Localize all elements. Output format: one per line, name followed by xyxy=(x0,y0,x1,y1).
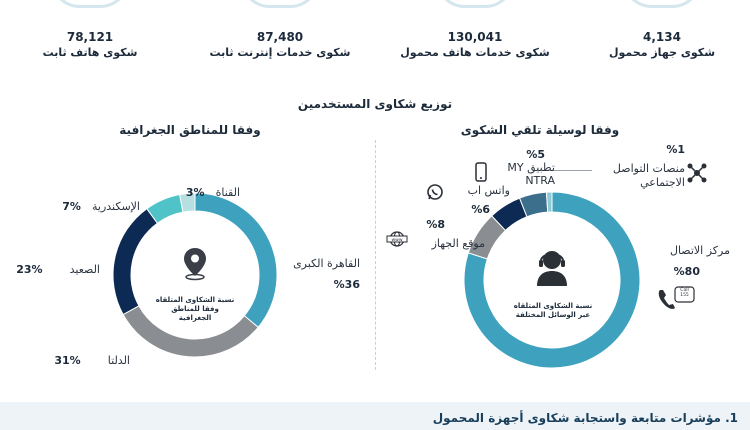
stat-label: شكوى جهاز محمول xyxy=(608,46,716,59)
stat-label: شكوى خدمات هاتف محمول xyxy=(400,46,550,59)
geo-label-delta: الدلتا %31 xyxy=(54,354,130,367)
stat-value: 87,480 xyxy=(256,30,304,44)
channel-slice-4 xyxy=(545,191,553,213)
geo-center-text: نسبة الشكاوى المتلقاه وفقا للمناطق الجغر… xyxy=(155,296,235,322)
phone-call-icon xyxy=(658,286,695,309)
geo-slice-4 xyxy=(179,192,196,213)
geo-slice-2 xyxy=(112,207,159,316)
channel-label-whatsapp: واتس اب %6 xyxy=(467,184,510,216)
social-connector xyxy=(552,170,592,171)
stat-label: شكوى خدمات إنترنت ثابت xyxy=(209,46,351,59)
stat-value: 4,134 xyxy=(643,30,681,44)
channel-donut-chart xyxy=(463,191,641,369)
panel-divider xyxy=(375,140,376,370)
geo-donut-chart xyxy=(112,192,278,358)
call-center-agent-icon xyxy=(537,251,567,286)
left-panel-title: وفقا للمناطق الجغرافية xyxy=(119,123,261,137)
stat-circle xyxy=(240,0,320,8)
whatsapp-icon xyxy=(427,184,443,200)
stat-circle xyxy=(622,0,702,8)
right-panel-title: وفقا لوسيلة تلقي الشكوى xyxy=(460,123,620,137)
footer-title: 1. مؤشرات متابعة واستجابة شكاوى أجهزة ال… xyxy=(432,411,738,425)
website-icon: www xyxy=(386,231,408,247)
location-pin-icon xyxy=(184,248,206,281)
geo-label-alexandria: الإسكندرية %7 xyxy=(62,200,140,213)
channel-label-social: %1 منصات التواصل الاجتماعي xyxy=(612,143,685,189)
footer-band: 1. مؤشرات متابعة واستجابة شكاوى أجهزة ال… xyxy=(0,402,750,430)
call-155-badge: Call 155 xyxy=(680,288,689,298)
channel-label-myntra: %5 تطبيق MY NTRA xyxy=(507,148,555,187)
svg-text:www: www xyxy=(391,238,402,243)
channel-label-callcenter: مركز الاتصال %80 xyxy=(669,244,730,278)
stat-label: شكوى هاتف ثابت xyxy=(42,46,138,59)
stat-value: 78,121 xyxy=(66,30,114,44)
geo-label-cairo: القاهرة الكبرى %36 xyxy=(293,257,360,291)
geo-label-upper-egypt: الصعيد %23 xyxy=(16,263,100,276)
mobile-phone-icon xyxy=(475,162,487,182)
social-network-icon xyxy=(687,163,707,183)
stat-circle xyxy=(50,0,130,8)
stat-circle xyxy=(435,0,515,8)
channel-label-website: %8 موقع الجهاز xyxy=(426,218,485,250)
channel-slice-0 xyxy=(463,191,641,369)
stat-value: 130,041 xyxy=(447,30,503,44)
section-title: توزيع شكاوى المستخدمين xyxy=(297,97,453,111)
geo-label-canal: القناة %3 xyxy=(185,186,240,199)
channel-center-text: نسبة الشكاوى المتلقاه عبر الوسائل المختل… xyxy=(513,302,593,319)
